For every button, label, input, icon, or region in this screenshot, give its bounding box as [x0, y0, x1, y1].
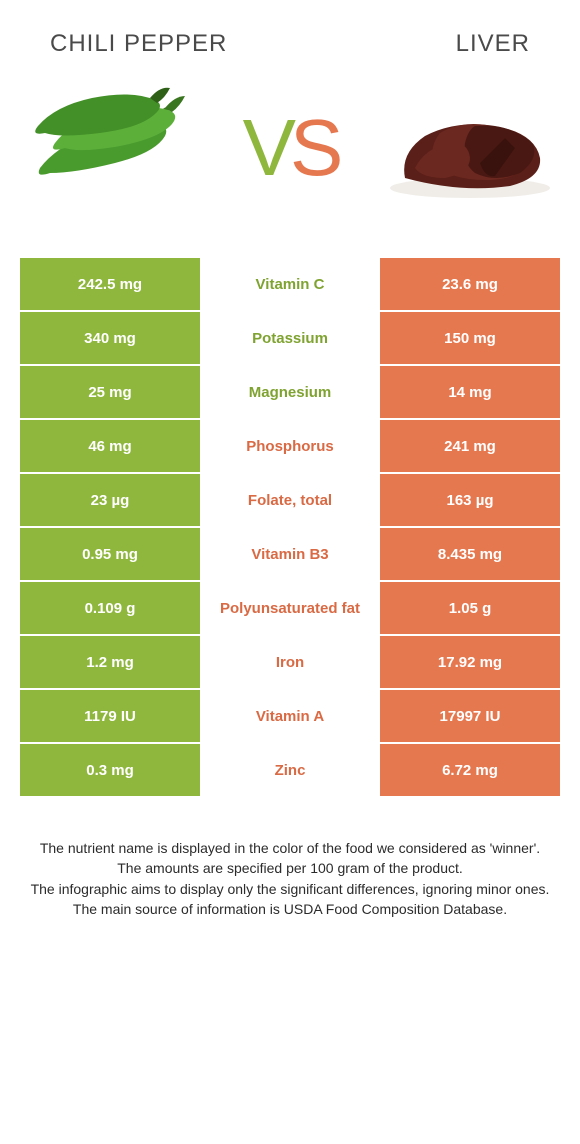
value-left: 0.109 g — [20, 582, 200, 634]
vs-s: S — [290, 103, 337, 192]
vs-label: VS — [243, 102, 338, 194]
hero-row: VS — [0, 68, 580, 238]
header: Chili pepper Liver — [0, 0, 580, 68]
title-right: Liver — [456, 30, 530, 58]
nutrient-name: Iron — [200, 636, 380, 688]
value-left: 0.3 mg — [20, 744, 200, 796]
table-row: 1.2 mgIron17.92 mg — [20, 636, 560, 690]
footer-line: The main source of information is USDA F… — [30, 899, 550, 919]
table-row: 0.3 mgZinc6.72 mg — [20, 744, 560, 798]
value-left: 242.5 mg — [20, 258, 200, 310]
nutrient-name: Vitamin C — [200, 258, 380, 310]
value-right: 23.6 mg — [380, 258, 560, 310]
table-row: 46 mgPhosphorus241 mg — [20, 420, 560, 474]
value-left: 23 µg — [20, 474, 200, 526]
value-right: 163 µg — [380, 474, 560, 526]
nutrient-name: Folate, total — [200, 474, 380, 526]
value-left: 46 mg — [20, 420, 200, 472]
table-row: 23 µgFolate, total163 µg — [20, 474, 560, 528]
table-row: 1179 IUVitamin A17997 IU — [20, 690, 560, 744]
table-row: 0.95 mgVitamin B38.435 mg — [20, 528, 560, 582]
footer-line: The infographic aims to display only the… — [30, 879, 550, 899]
value-left: 1179 IU — [20, 690, 200, 742]
table-row: 0.109 gPolyunsaturated fat1.05 g — [20, 582, 560, 636]
liver-image — [380, 78, 560, 218]
nutrient-name: Polyunsaturated fat — [200, 582, 380, 634]
nutrient-name: Vitamin A — [200, 690, 380, 742]
value-left: 340 mg — [20, 312, 200, 364]
comparison-table: 242.5 mgVitamin C23.6 mg340 mgPotassium1… — [20, 258, 560, 798]
title-left: Chili pepper — [50, 30, 227, 58]
chili-pepper-image — [20, 78, 200, 218]
table-row: 25 mgMagnesium14 mg — [20, 366, 560, 420]
table-row: 242.5 mgVitamin C23.6 mg — [20, 258, 560, 312]
footer-notes: The nutrient name is displayed in the co… — [0, 798, 580, 919]
value-right: 241 mg — [380, 420, 560, 472]
table-row: 340 mgPotassium150 mg — [20, 312, 560, 366]
nutrient-name: Magnesium — [200, 366, 380, 418]
value-right: 6.72 mg — [380, 744, 560, 796]
value-right: 1.05 g — [380, 582, 560, 634]
nutrient-name: Zinc — [200, 744, 380, 796]
value-right: 14 mg — [380, 366, 560, 418]
value-right: 17997 IU — [380, 690, 560, 742]
value-right: 150 mg — [380, 312, 560, 364]
vs-v: V — [243, 103, 290, 192]
infographic-container: Chili pepper Liver VS — [0, 0, 580, 1144]
footer-line: The amounts are specified per 100 gram o… — [30, 858, 550, 878]
value-left: 25 mg — [20, 366, 200, 418]
value-left: 0.95 mg — [20, 528, 200, 580]
value-right: 8.435 mg — [380, 528, 560, 580]
nutrient-name: Potassium — [200, 312, 380, 364]
nutrient-name: Vitamin B3 — [200, 528, 380, 580]
value-right: 17.92 mg — [380, 636, 560, 688]
footer-line: The nutrient name is displayed in the co… — [30, 838, 550, 858]
value-left: 1.2 mg — [20, 636, 200, 688]
nutrient-name: Phosphorus — [200, 420, 380, 472]
